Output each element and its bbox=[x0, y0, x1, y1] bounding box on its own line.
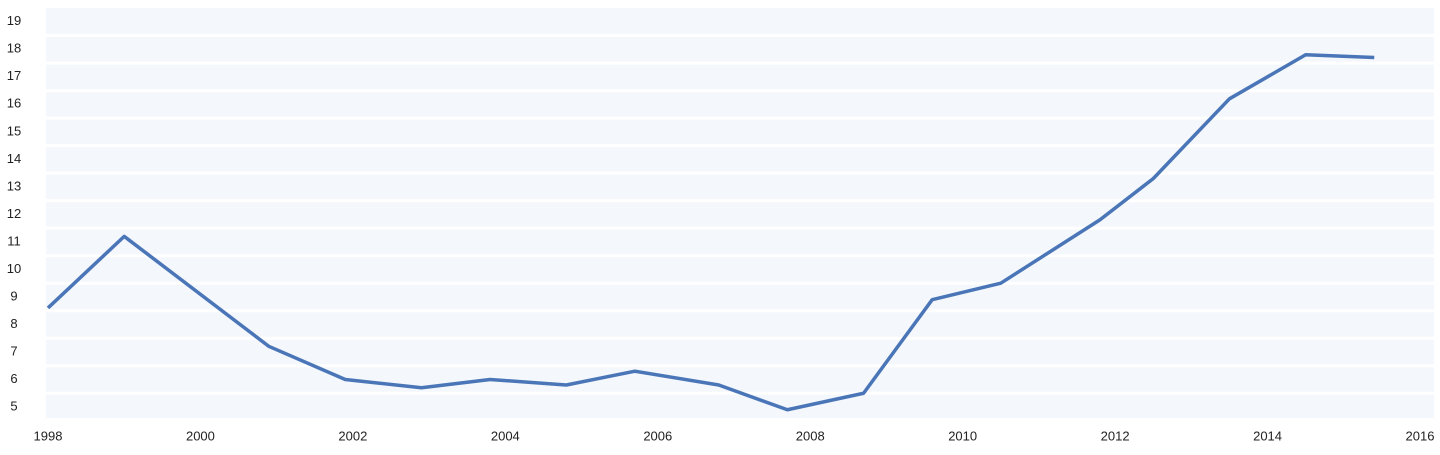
x-tick-label: 2016 bbox=[1406, 428, 1435, 443]
y-tick-label: 14 bbox=[7, 151, 21, 166]
y-tick-label: 8 bbox=[10, 316, 17, 331]
y-tick-label: 16 bbox=[7, 96, 21, 111]
y-tick-label: 13 bbox=[7, 178, 21, 193]
x-tick-label: 1998 bbox=[34, 428, 63, 443]
y-tick-label: 9 bbox=[10, 288, 17, 303]
x-tick-label: 2008 bbox=[796, 428, 825, 443]
y-tick-label: 18 bbox=[7, 41, 21, 56]
x-tick-label: 2012 bbox=[1101, 428, 1130, 443]
x-tick-label: 2014 bbox=[1253, 428, 1282, 443]
y-tick-label: 5 bbox=[10, 398, 17, 413]
x-tick-label: 2010 bbox=[948, 428, 977, 443]
y-tick-label: 19 bbox=[7, 13, 21, 28]
x-tick-label: 2006 bbox=[643, 428, 672, 443]
x-tick-label: 2000 bbox=[186, 428, 215, 443]
y-tick-label: 15 bbox=[7, 123, 21, 138]
plot-background bbox=[46, 8, 1434, 418]
series-line bbox=[46, 53, 1375, 412]
x-tick-label: 2004 bbox=[491, 428, 520, 443]
y-tick-label: 7 bbox=[10, 343, 17, 358]
x-tick-label: 2002 bbox=[338, 428, 367, 443]
y-tick-label: 12 bbox=[7, 206, 21, 221]
y-tick-label: 6 bbox=[10, 371, 17, 386]
y-tick-label: 11 bbox=[7, 233, 21, 248]
y-tick-label: 10 bbox=[7, 261, 21, 276]
y-tick-label: 17 bbox=[7, 68, 21, 83]
